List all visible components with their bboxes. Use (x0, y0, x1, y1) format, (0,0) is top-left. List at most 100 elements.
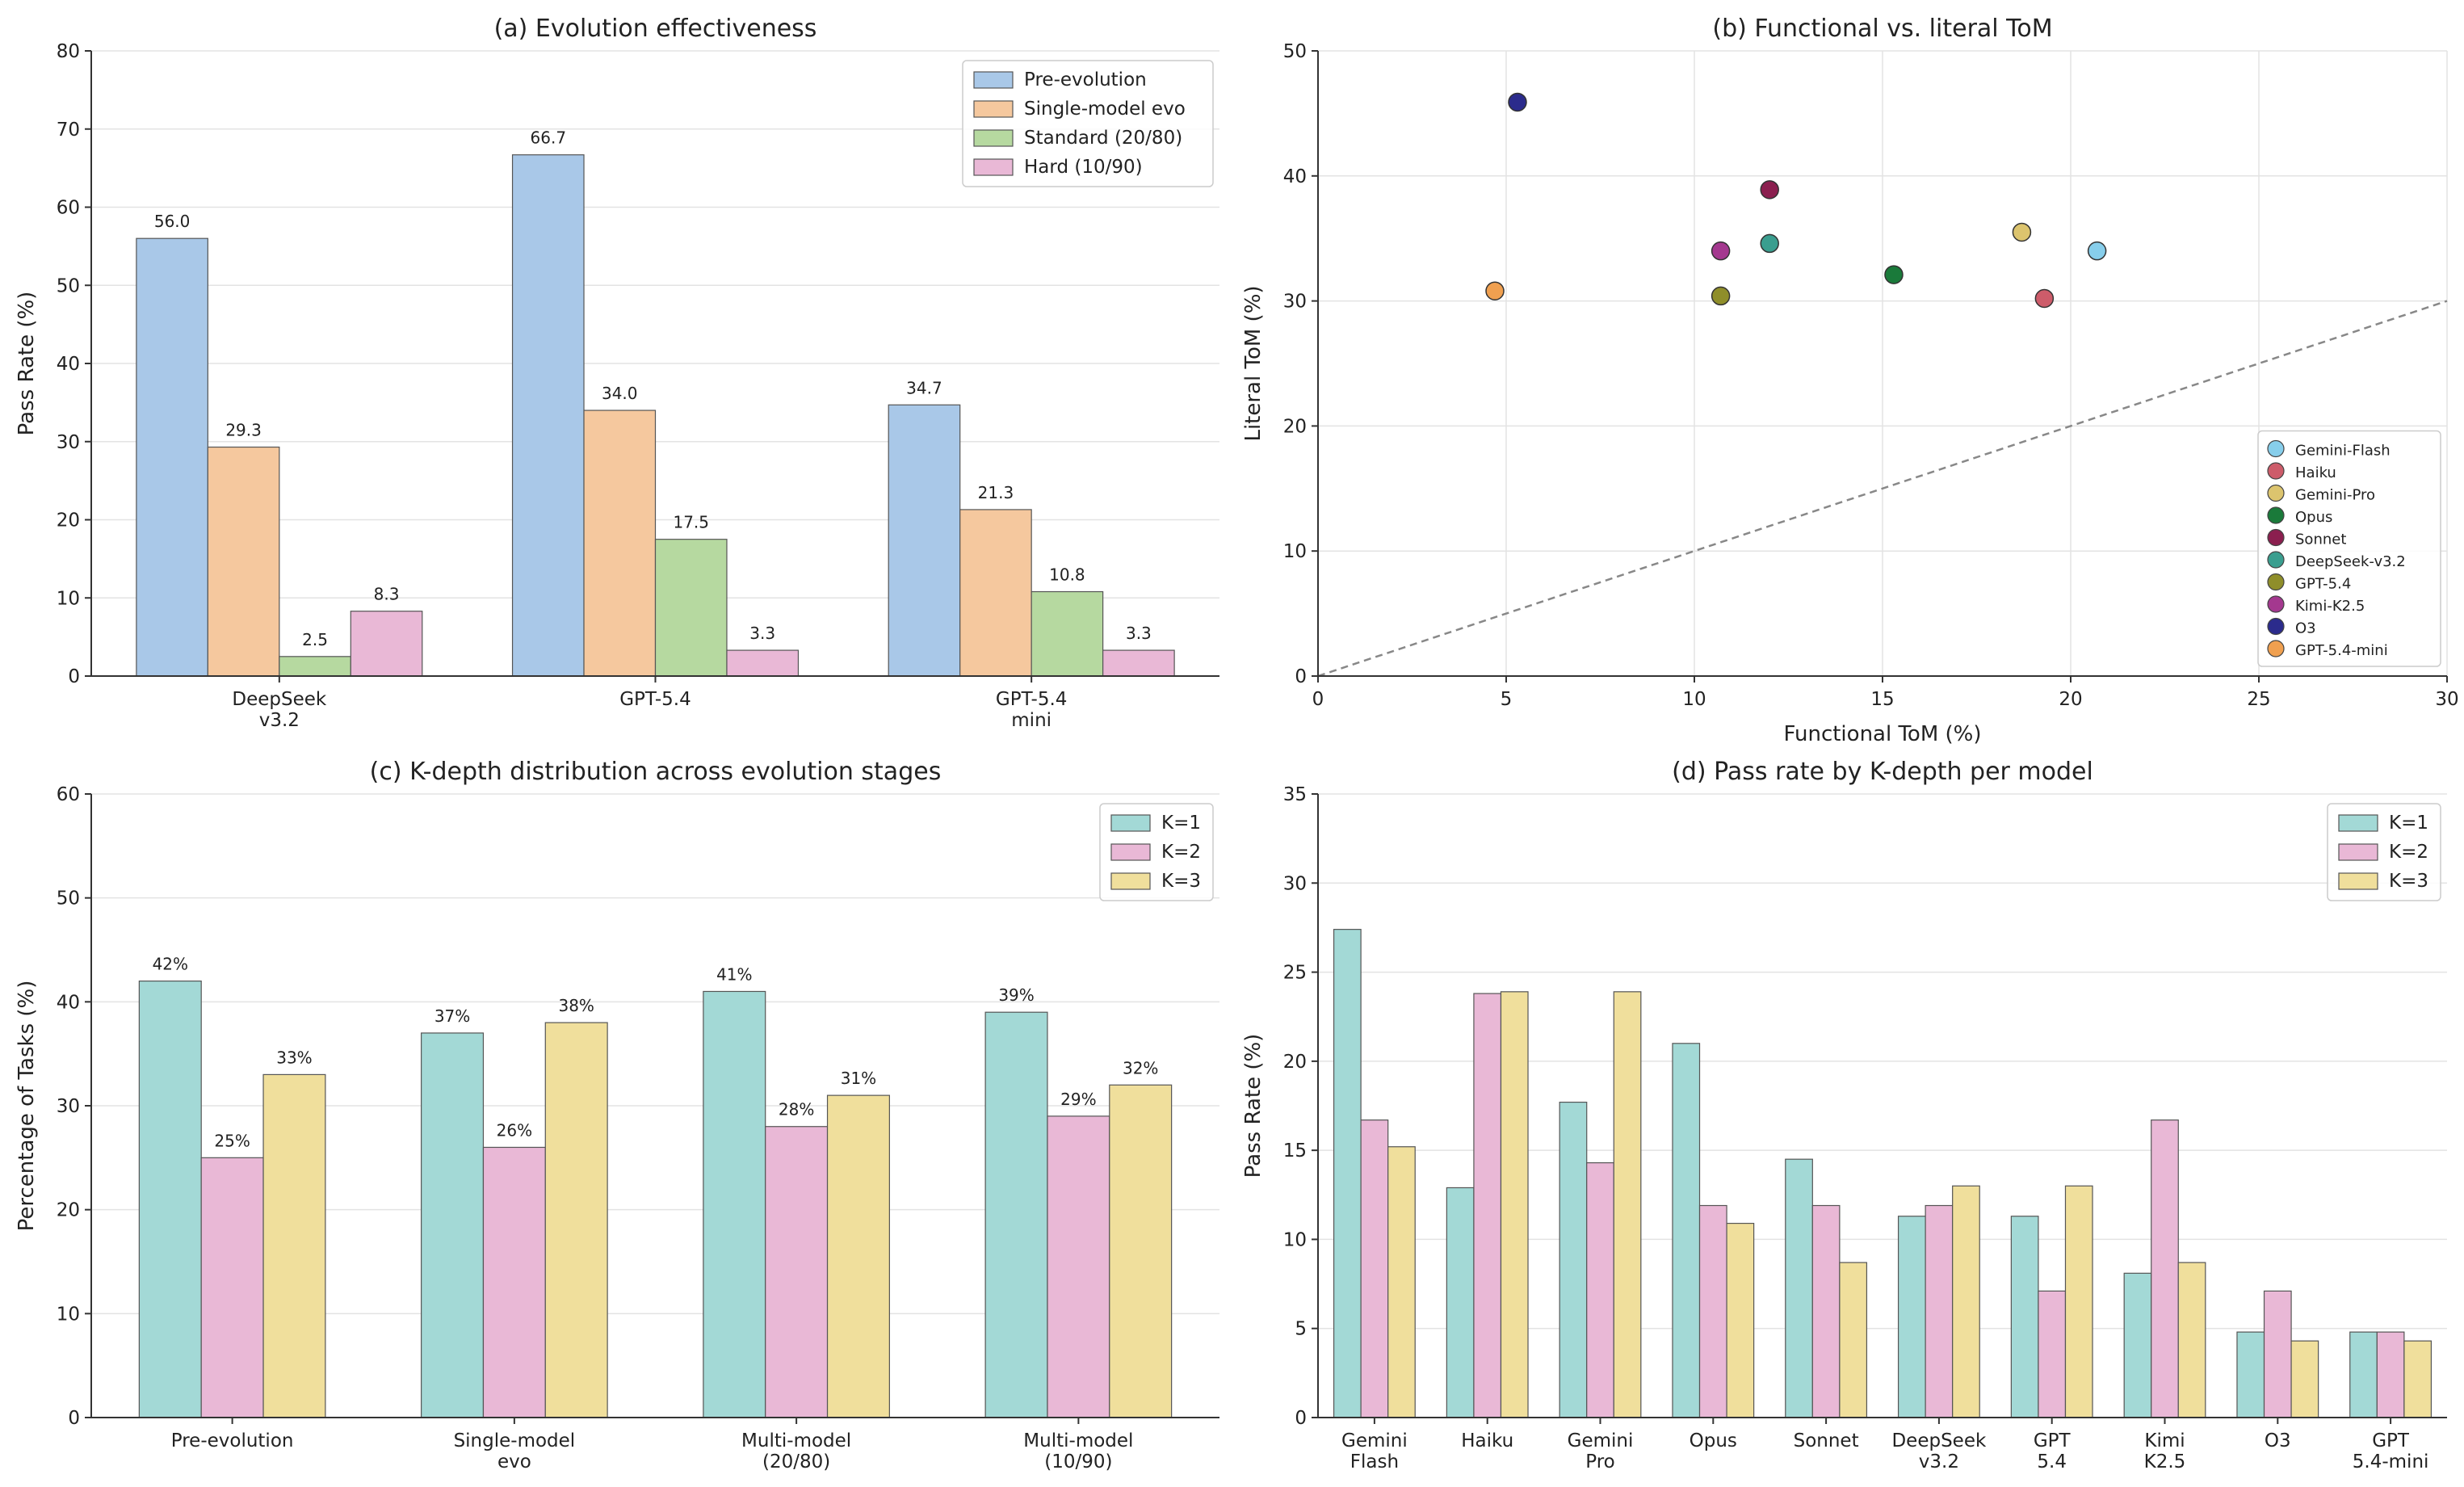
x-tick-label: Multi-model (1023, 1430, 1133, 1451)
bar (1726, 1222, 1755, 1418)
legend-swatch (1110, 872, 1151, 890)
x-tick-label: 15 (1870, 689, 1894, 710)
diagonal-reference-line (1317, 300, 2448, 678)
bar (1925, 1204, 1954, 1418)
legend: Pre-evolution Single-model evo Standard (2… (962, 60, 1214, 187)
bar (136, 237, 208, 677)
bar (482, 1146, 546, 1418)
bar (138, 980, 202, 1418)
bar (1785, 1158, 1813, 1418)
data-label: 38% (558, 996, 594, 1015)
x-tick-label: GPT (2034, 1430, 2072, 1451)
scatter-point (1508, 92, 1527, 112)
panel-title: (c) K-depth distribution across evolutio… (370, 758, 942, 786)
legend-swatch (973, 100, 1014, 118)
legend-entry-label: K=1 (1161, 813, 1201, 834)
x-tick-label: evo (497, 1451, 531, 1472)
bar (1613, 991, 1642, 1418)
bar (1109, 1084, 1173, 1418)
legend-marker (2267, 528, 2285, 547)
bar (1952, 1185, 1980, 1418)
bar (421, 1032, 485, 1418)
y-axis-label: Percentage of Tasks (%) (15, 981, 39, 1232)
bar (2290, 1340, 2319, 1418)
x-tick-label: Pro (1585, 1451, 1615, 1472)
legend: K=1 K=2 K=3 (1099, 803, 1214, 901)
y-tick-label: 60 (57, 198, 80, 219)
bar (1360, 1119, 1389, 1418)
scatter-point (1884, 265, 1904, 284)
y-tick-label: 5 (1295, 1319, 1307, 1340)
legend-entry-label: Gemini-Pro (2295, 487, 2375, 504)
x-tick-label: Gemini (1568, 1430, 1634, 1451)
y-tick-label: 0 (68, 1408, 80, 1429)
data-label: 8.3 (374, 585, 400, 604)
data-label: 32% (1123, 1058, 1158, 1077)
y-tick-label: 30 (57, 432, 80, 453)
data-label: 29% (1060, 1090, 1096, 1109)
bar (1698, 1204, 1727, 1418)
x-tick-label: GPT-5.4 (996, 689, 1068, 710)
legend-frame (2257, 430, 2441, 667)
bar (2349, 1331, 2378, 1418)
legend: Gemini-Flash Haiku Gemini-Pro Opus Sonnet Dee… (2257, 430, 2441, 667)
panel-title: (b) Functional vs. literal ToM (1712, 15, 2052, 43)
legend-entry-label: Single-model evo (1024, 99, 1186, 120)
bar (1897, 1216, 1926, 1418)
bar (1446, 1187, 1475, 1418)
x-tick-label: Gemini (1341, 1430, 1408, 1451)
bar (1500, 991, 1529, 1418)
y-tick-label: 40 (57, 354, 80, 375)
legend-swatch (973, 71, 1014, 89)
bar (1333, 929, 1362, 1418)
data-label: 26% (497, 1120, 532, 1140)
y-tick-label: 20 (1283, 1052, 1307, 1073)
x-tick-label: Multi-model (741, 1430, 851, 1451)
legend-entry-label: Haiku (2295, 464, 2336, 481)
data-label: 34.7 (906, 378, 942, 397)
y-tick-label: 30 (1283, 873, 1307, 894)
y-tick-label: 10 (57, 1304, 80, 1325)
data-label: 56.0 (154, 212, 191, 231)
legend-swatch (2338, 843, 2378, 861)
y-tick-label: 15 (1283, 1140, 1307, 1161)
panel-b-functional-vs-literal: 0 10 20 30 40 50 0 5 10 15 20 25 30 (b) Functional vs… (1241, 15, 2459, 746)
legend-marker (2267, 640, 2285, 657)
scatter-point (2087, 241, 2107, 261)
legend-entry-label: K=3 (2389, 871, 2428, 892)
data-label: 3.3 (1126, 624, 1152, 643)
scatter-point (1760, 180, 1779, 200)
bar (2038, 1290, 2067, 1418)
x-tick-label: 20 (2059, 689, 2082, 710)
bar (1672, 1043, 1701, 1418)
legend-entry-label: Kimi-K2.5 (2295, 598, 2365, 615)
legend-entry-label: K=2 (2389, 842, 2428, 863)
x-tick-label: GPT-5.4 (619, 689, 691, 710)
legend-swatch (973, 129, 1014, 147)
bar (984, 1011, 1048, 1418)
legend-marker (2267, 506, 2285, 524)
bar (726, 649, 800, 677)
legend-entry-label: Gemini-Flash (2295, 443, 2391, 460)
bar (2263, 1290, 2292, 1418)
scatter-point (1711, 241, 1731, 261)
bar (262, 1073, 326, 1418)
bar (888, 404, 961, 677)
legend-entry-label: K=1 (2389, 813, 2428, 834)
y-tick-label: 10 (1283, 541, 1307, 562)
bar (959, 509, 1032, 677)
x-tick-label: 5 (1501, 689, 1513, 710)
legend-entry-label: Standard (20/80) (1024, 128, 1182, 149)
bar (2151, 1119, 2179, 1418)
x-tick-label: mini (1011, 710, 1052, 731)
legend-swatch (2338, 814, 2378, 832)
legend-marker (2267, 617, 2285, 636)
x-tick-label: v3.2 (1919, 1451, 1959, 1472)
legend-swatch (1110, 814, 1151, 832)
legend-entry-label: K=2 (1161, 842, 1201, 863)
y-tick-label: 30 (1283, 292, 1307, 313)
bar (1031, 590, 1104, 677)
x-tick-label: GPT (2372, 1430, 2410, 1451)
